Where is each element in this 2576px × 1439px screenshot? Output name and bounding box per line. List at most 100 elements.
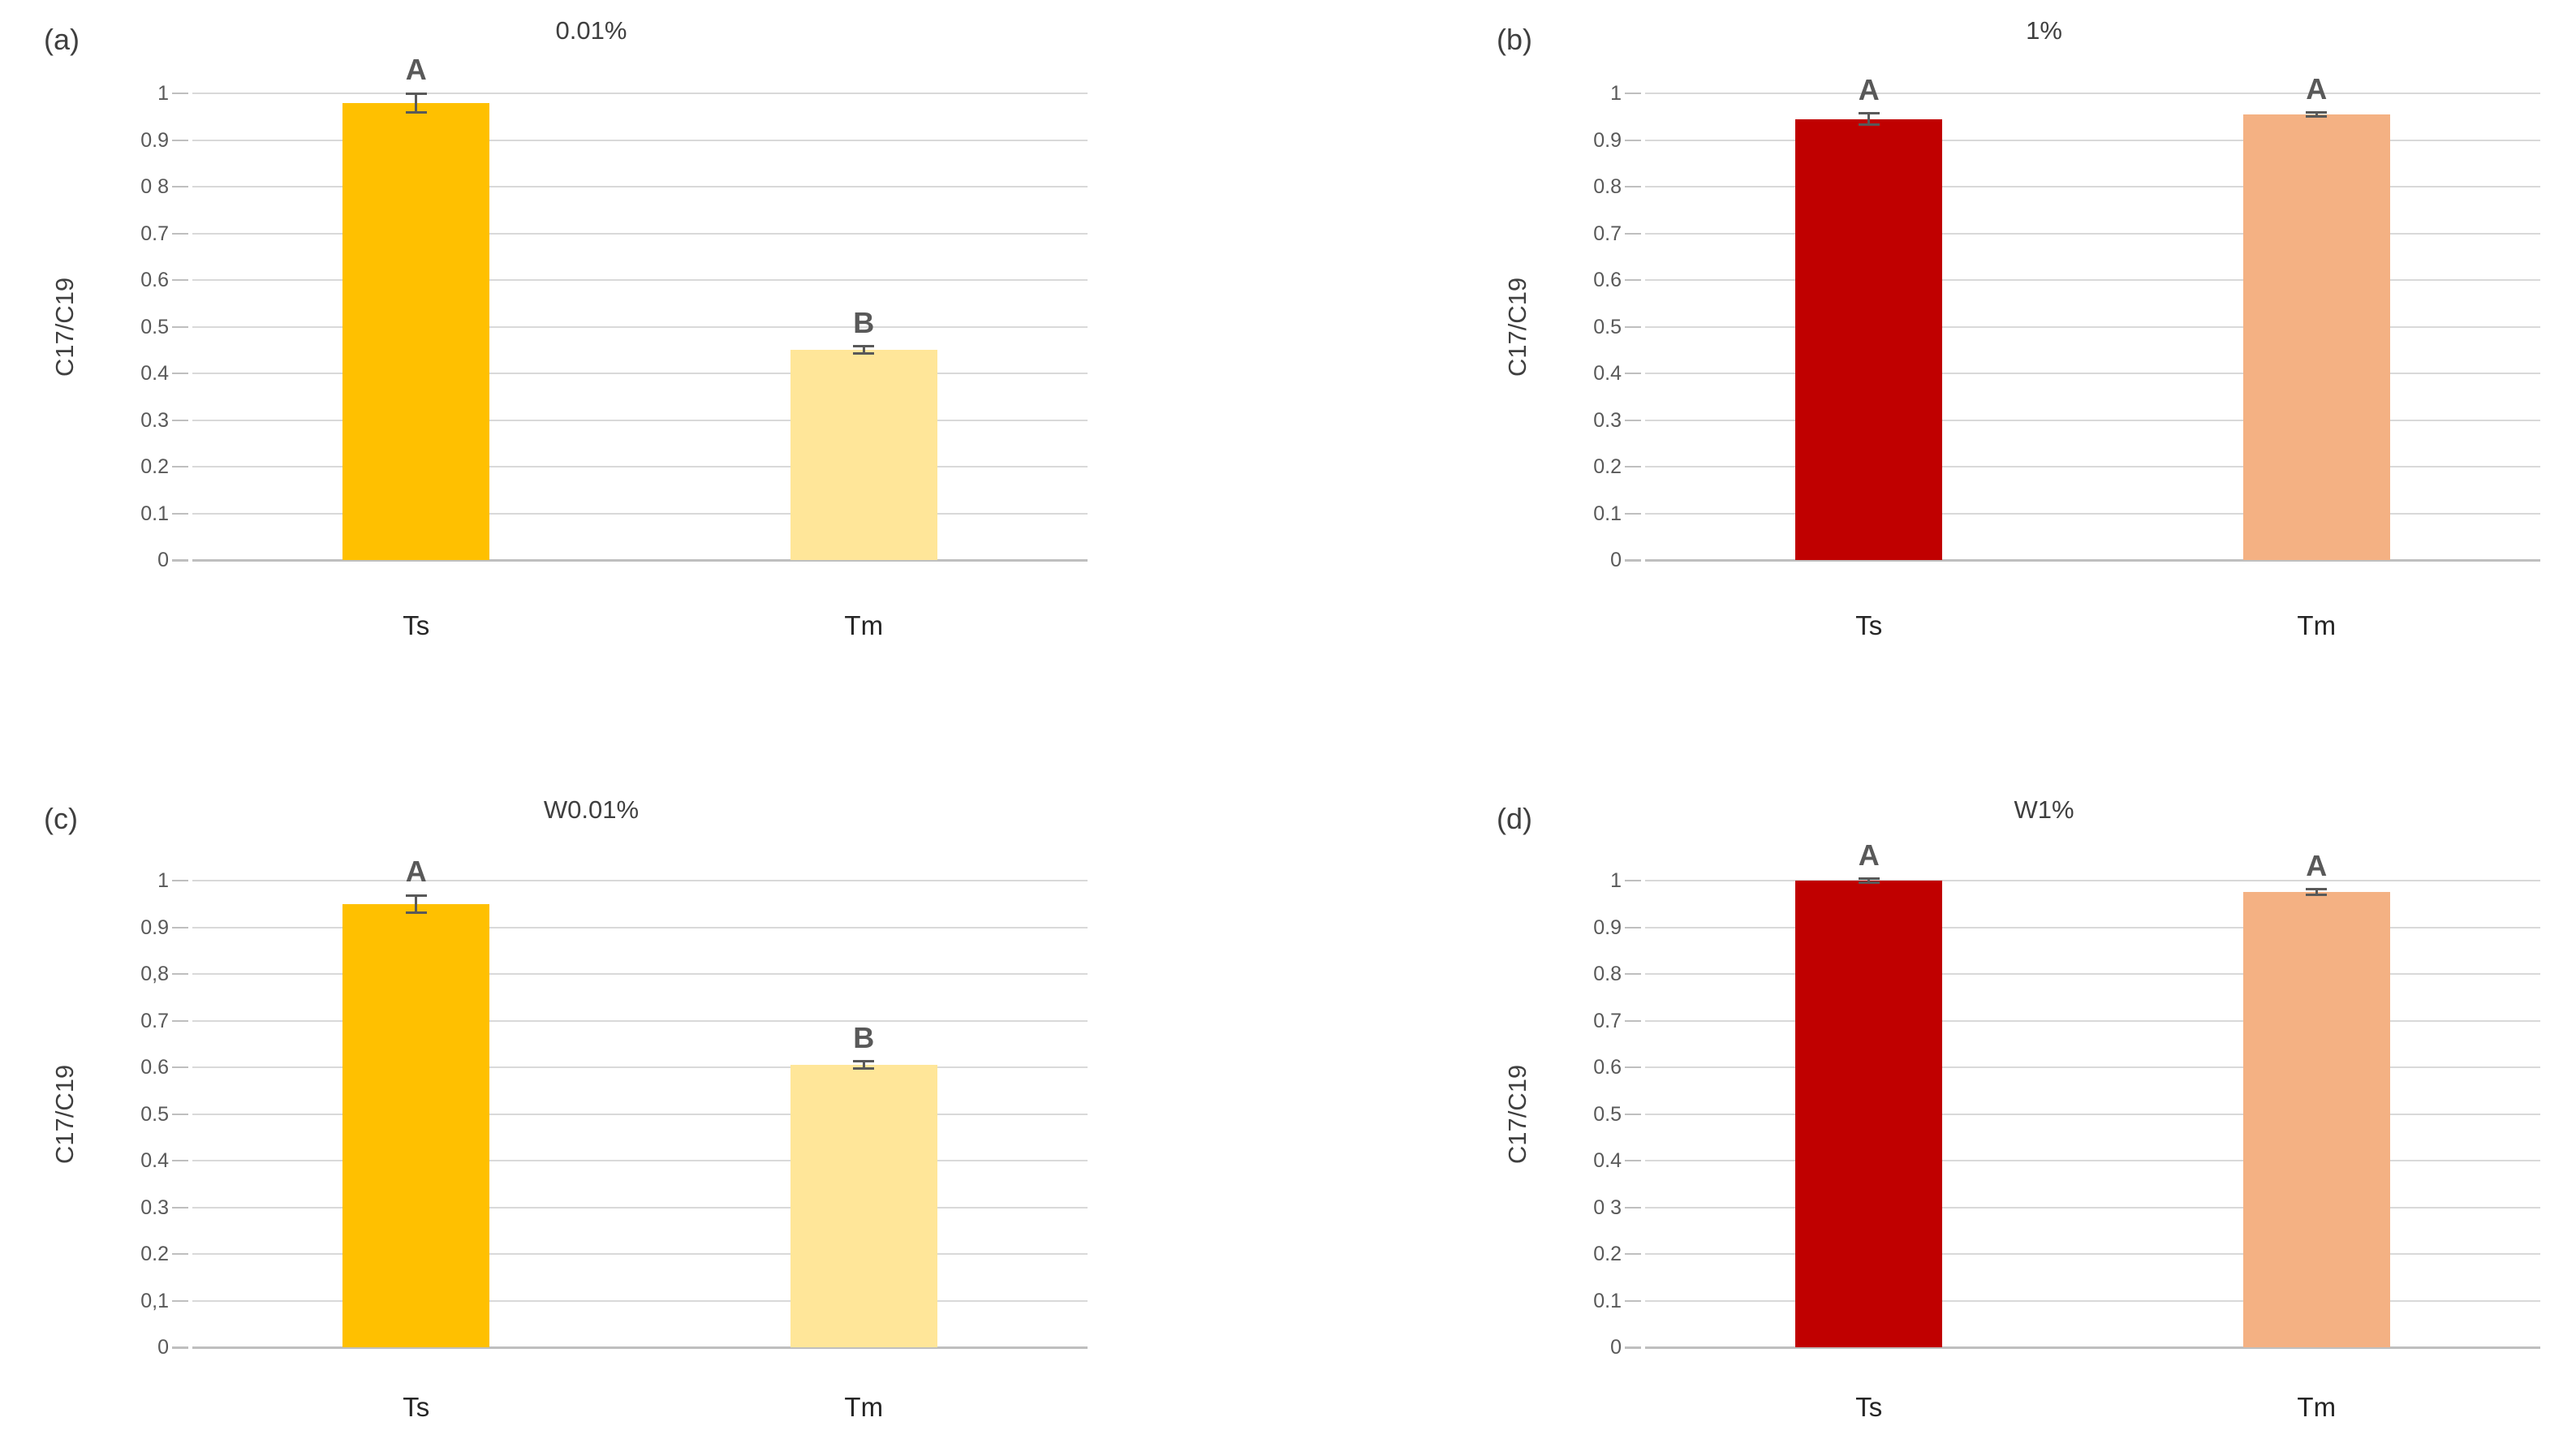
y-tick-label: 0 — [1610, 549, 1622, 571]
gridline — [192, 279, 1088, 281]
y-tick-label: 0.1 — [140, 502, 169, 525]
y-tick-label: 0.5 — [1593, 315, 1622, 338]
y-tick-label: 0.5 — [140, 1102, 169, 1126]
bar-ts — [342, 102, 490, 560]
gridline — [1645, 466, 2540, 467]
gridline — [192, 1019, 1088, 1022]
error-bar-cap-bottom — [405, 110, 427, 114]
gridline — [1645, 512, 2540, 515]
error-bar-cap-bottom — [405, 911, 427, 914]
y-tick-mark — [1625, 186, 1641, 187]
gridline — [1645, 1019, 2540, 1022]
y-tick-mark — [172, 1160, 188, 1161]
y-tick-label: 0.5 — [1593, 1102, 1622, 1126]
y-tick-label: 0.4 — [140, 362, 169, 385]
error-bar — [1867, 113, 1871, 125]
x-tick-label: Ts — [403, 610, 430, 640]
y-tick-mark — [172, 880, 188, 881]
y-tick-label: 0.9 — [1593, 916, 1622, 939]
error-bar — [2315, 889, 2318, 895]
y-tick-label: 0.4 — [1593, 1149, 1622, 1172]
y-tick-mark — [1625, 419, 1641, 421]
y-tick-mark — [172, 325, 188, 328]
panel-title: 0.01% — [555, 16, 627, 45]
gridline — [1645, 232, 2540, 235]
error-bar — [862, 346, 865, 354]
significance-letter: A — [2306, 848, 2328, 882]
y-tick-label: 0.4 — [1593, 362, 1622, 385]
y-tick-mark — [172, 1253, 188, 1255]
y-tick-mark — [1625, 973, 1641, 975]
gridline — [192, 512, 1088, 515]
y-tick-mark — [1625, 926, 1641, 928]
gridline — [1645, 1113, 2540, 1115]
y-tick-label: 0.7 — [1593, 1009, 1622, 1032]
y-tick-label: 0.3 — [1593, 408, 1622, 432]
gridline — [1645, 373, 2540, 374]
y-tick-label: 0.7 — [1593, 222, 1622, 245]
y-tick-mark — [1625, 1346, 1641, 1349]
y-tick-label: 0.1 — [1593, 1289, 1622, 1312]
bar-ts — [342, 903, 490, 1347]
gridline — [1645, 139, 2540, 141]
significance-letter: A — [1858, 838, 1880, 872]
y-tick-mark — [1625, 880, 1641, 881]
y-tick-mark — [1625, 325, 1641, 328]
x-axis-line — [192, 1346, 1088, 1349]
error-bar-cap-bottom — [2306, 114, 2328, 118]
y-tick-label: 0.6 — [1593, 1056, 1622, 1079]
y-tick-mark — [1625, 1019, 1641, 1022]
gridline — [1645, 1206, 2540, 1209]
error-bar-cap-top — [2306, 888, 2328, 891]
y-tick-label: 0 — [157, 1336, 169, 1359]
x-tick-label: Tm — [844, 1392, 884, 1422]
bar-tm — [790, 350, 937, 560]
panel-label: (d) — [1497, 802, 1532, 835]
panel-title: 1% — [2026, 16, 2062, 45]
gridline — [1645, 419, 2540, 421]
bar-ts — [1795, 881, 1943, 1347]
y-tick-label: 0.6 — [140, 1056, 169, 1079]
gridline — [1645, 186, 2540, 187]
y-tick-mark — [172, 1113, 188, 1115]
gridline — [192, 325, 1088, 328]
y-tick-mark — [172, 1206, 188, 1209]
error-bar-cap-top — [1858, 877, 1880, 881]
significance-letter: A — [405, 855, 427, 889]
gridline — [192, 139, 1088, 141]
y-tick-label: 0.2 — [140, 455, 169, 478]
y-tick-label: 1 — [1610, 82, 1622, 105]
gridline — [1645, 1066, 2540, 1068]
panel-c: (c) W0.01% C17/C19 1 0.9 0,8 0.7 0.6 0.5 0.4 0.3 0.… — [32, 714, 1096, 1439]
x-axis-line — [1645, 559, 2540, 562]
error-bar-cap-top — [405, 894, 427, 897]
error-bar-cap-top — [853, 1060, 875, 1063]
gridline — [1645, 1299, 2540, 1302]
y-tick-mark — [172, 373, 188, 374]
gridline — [192, 93, 1088, 94]
significance-letter: A — [1858, 72, 1880, 106]
y-tick-mark — [172, 1019, 188, 1022]
gridline — [192, 419, 1088, 421]
y-tick-mark — [1625, 559, 1641, 562]
y-tick-label: 0 — [1610, 1336, 1622, 1359]
error-bar-cap-bottom — [1858, 123, 1880, 127]
y-tick-mark — [1625, 1160, 1641, 1161]
y-tick-label: 0,8 — [140, 963, 169, 985]
panel-b: (b) 1% C17/C19 1 0.9 0.8 0.7 0.6 0.5 0.4 0.3 0.2 0.1… — [1485, 10, 2548, 700]
error-bar-cap-top — [1858, 112, 1880, 115]
y-tick-mark — [172, 139, 188, 141]
error-bar-cap-bottom — [2306, 894, 2328, 897]
y-tick-mark — [1625, 93, 1641, 94]
significance-letter: B — [853, 1020, 875, 1054]
y-tick-label: 0.3 — [140, 1196, 169, 1219]
y-tick-label: 0 8 — [140, 175, 169, 198]
gridline — [192, 1253, 1088, 1255]
y-tick-label: 1 — [157, 869, 169, 892]
gridline — [192, 973, 1088, 975]
panel-title: W0.01% — [543, 795, 640, 824]
gridline — [1645, 926, 2540, 928]
y-tick-label: 0 3 — [1593, 1196, 1622, 1219]
y-tick-label: 0.9 — [140, 128, 169, 152]
significance-letter: A — [405, 53, 427, 86]
